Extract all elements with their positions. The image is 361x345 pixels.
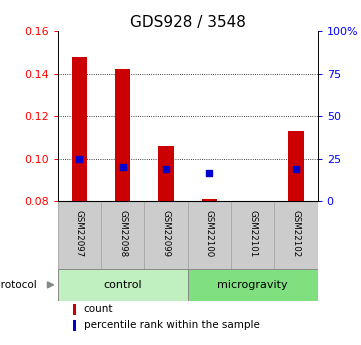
Bar bbox=[101, 201, 144, 269]
Bar bbox=[188, 201, 231, 269]
Text: GSM22102: GSM22102 bbox=[292, 210, 300, 257]
Bar bbox=[73, 320, 77, 331]
Text: GSM22099: GSM22099 bbox=[162, 210, 170, 257]
Bar bbox=[144, 201, 188, 269]
Text: GSM22097: GSM22097 bbox=[75, 210, 84, 257]
Text: GSM22098: GSM22098 bbox=[118, 210, 127, 257]
Bar bbox=[288, 131, 304, 201]
Bar bbox=[231, 201, 274, 269]
Title: GDS928 / 3548: GDS928 / 3548 bbox=[130, 15, 245, 30]
Bar bbox=[158, 146, 174, 201]
Text: protocol: protocol bbox=[0, 280, 37, 290]
Bar bbox=[73, 304, 77, 315]
Text: GSM22100: GSM22100 bbox=[205, 210, 214, 257]
Text: count: count bbox=[84, 305, 113, 315]
Text: GSM22101: GSM22101 bbox=[248, 210, 257, 257]
Text: percentile rank within the sample: percentile rank within the sample bbox=[84, 320, 260, 330]
Bar bbox=[188, 269, 318, 300]
Bar bbox=[115, 69, 130, 201]
Text: control: control bbox=[104, 280, 142, 290]
Bar bbox=[58, 201, 101, 269]
Bar bbox=[274, 201, 318, 269]
Bar bbox=[202, 199, 217, 201]
Text: microgravity: microgravity bbox=[217, 280, 288, 290]
Bar bbox=[72, 57, 87, 201]
Bar bbox=[58, 269, 188, 300]
